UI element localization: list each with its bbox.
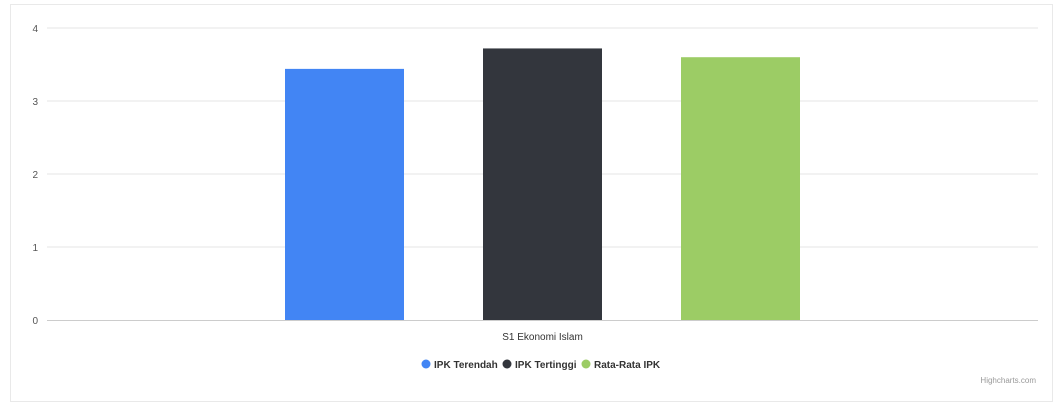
x-category-label: S1 Ekonomi Islam — [502, 332, 583, 343]
legend-item-ipk-terendah[interactable]: IPK Terendah — [421, 359, 498, 372]
bar-rata-rata-ipk[interactable] — [681, 57, 800, 320]
legend-label: Rata-Rata IPK — [594, 360, 661, 371]
bar-ipk-tertinggi[interactable] — [483, 48, 602, 320]
x-axis-labels: S1 Ekonomi Islam — [502, 332, 583, 343]
legend-marker — [502, 359, 512, 369]
legend-label: IPK Tertinggi — [515, 360, 577, 371]
y-tick-label: 2 — [32, 170, 38, 181]
y-axis-labels: 0 1 2 3 4 — [32, 24, 38, 327]
legend-item-ipk-tertinggi[interactable]: IPK Tertinggi — [502, 359, 577, 372]
legend-item-rata-rata-ipk[interactable]: Rata-Rata IPK — [581, 359, 661, 372]
bar-ipk-terendah[interactable] — [285, 68, 404, 320]
legend-marker — [421, 359, 431, 369]
credits-link[interactable]: Highcharts.com — [980, 376, 1036, 385]
y-tick-label: 1 — [32, 243, 38, 254]
y-tick-label: 0 — [32, 316, 38, 327]
legend[interactable]: IPK Terendah IPK Tertinggi Rata-Rata IPK — [421, 359, 661, 372]
y-tick-label: 4 — [32, 24, 38, 35]
bars — [285, 48, 800, 320]
legend-marker — [581, 359, 591, 369]
y-tick-label: 3 — [32, 97, 38, 108]
legend-label: IPK Terendah — [434, 360, 498, 371]
